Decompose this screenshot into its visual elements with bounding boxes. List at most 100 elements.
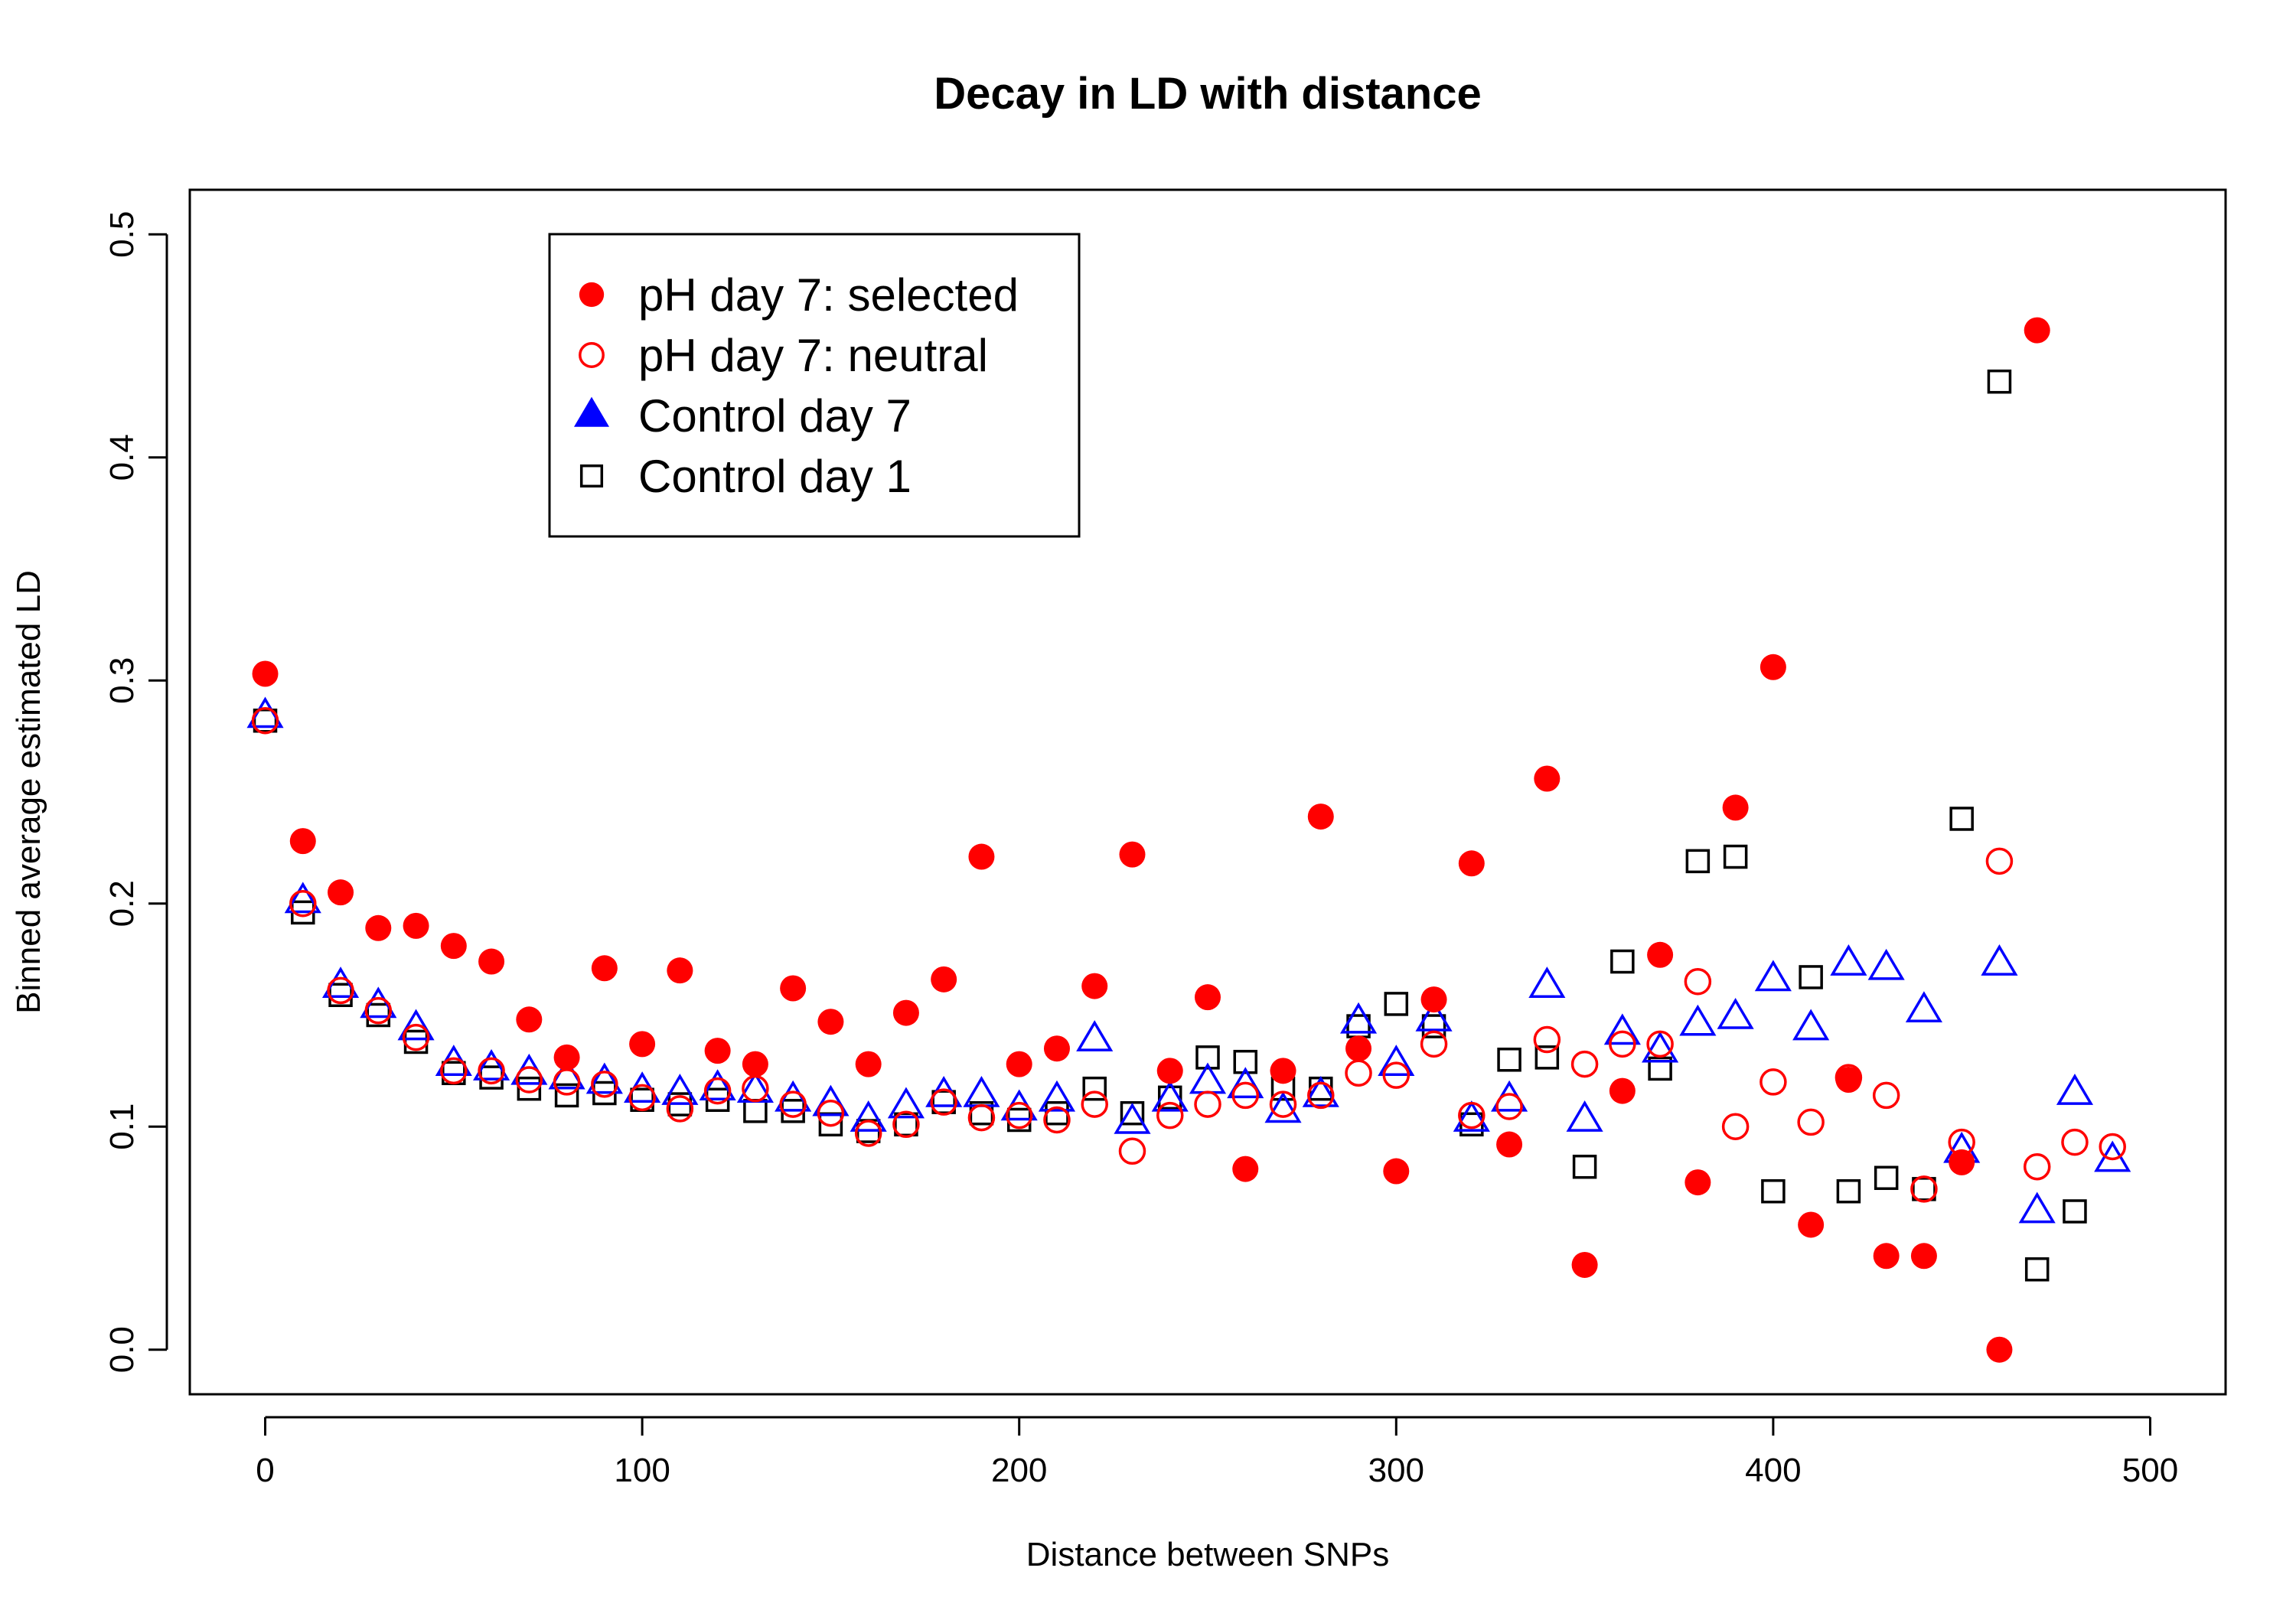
- data-point: [1081, 973, 1108, 999]
- data-point: [365, 914, 392, 941]
- data-point: [1799, 965, 1823, 989]
- data-point: [1761, 1179, 1786, 1204]
- data-point: [585, 1062, 623, 1094]
- data-point: [892, 999, 919, 1026]
- data-point: [1835, 1067, 1862, 1094]
- data-point: [1685, 849, 1711, 874]
- legend-marker: [579, 282, 605, 308]
- data-point: [1420, 986, 1447, 1013]
- data-point: [930, 1088, 957, 1116]
- data-points: [246, 317, 2131, 1363]
- legend-label: pH day 7: neutral: [638, 330, 988, 381]
- data-point: [251, 706, 279, 735]
- y-tick-label: 0.3: [103, 657, 141, 704]
- data-point: [968, 843, 995, 870]
- data-point: [699, 1069, 736, 1101]
- data-point: [1760, 1068, 1787, 1096]
- data-point: [1497, 1048, 1521, 1072]
- data-point: [1006, 1051, 1032, 1077]
- data-point: [1194, 1090, 1221, 1118]
- data-point: [1195, 984, 1221, 1011]
- data-point: [1415, 999, 1453, 1032]
- legend-label: Control day 1: [638, 451, 912, 502]
- data-point: [703, 1077, 732, 1105]
- data-point: [1949, 1149, 1975, 1175]
- data-point: [1905, 991, 1942, 1023]
- data-point: [440, 1057, 468, 1085]
- data-point: [931, 1090, 956, 1114]
- data-point: [1684, 1169, 1711, 1196]
- data-point: [817, 1009, 844, 1035]
- data-point: [1949, 807, 1974, 831]
- x-tick-label: 100: [614, 1452, 670, 1489]
- data-point: [667, 957, 693, 984]
- data-point: [1874, 1165, 1899, 1191]
- data-point: [1118, 1137, 1146, 1165]
- data-point: [704, 1038, 731, 1064]
- data-point: [1120, 1100, 1145, 1126]
- data-point: [1151, 1080, 1189, 1112]
- data-point: [931, 966, 957, 993]
- data-point: [1307, 804, 1334, 830]
- data-point: [1684, 968, 1712, 996]
- data-point: [1232, 1156, 1259, 1182]
- data-point: [403, 912, 429, 939]
- data-point: [1270, 1058, 1296, 1084]
- data-point: [1646, 1030, 1674, 1058]
- data-point: [1378, 1045, 1415, 1076]
- data-point: [1754, 960, 1792, 992]
- data-point: [817, 1099, 845, 1127]
- data-point: [364, 996, 393, 1025]
- data-point: [1609, 1030, 1636, 1058]
- data-point: [1302, 1075, 1339, 1107]
- data-point: [1910, 1243, 1937, 1270]
- data-point: [1528, 966, 1566, 998]
- legend-label: Control day 7: [638, 390, 912, 442]
- data-point: [1647, 941, 1674, 968]
- data-point: [478, 1057, 505, 1085]
- data-point: [1985, 847, 2014, 875]
- data-point: [1679, 1004, 1717, 1036]
- data-point: [2024, 1257, 2050, 1282]
- data-point: [1195, 1045, 1220, 1070]
- data-point: [1571, 1251, 1598, 1278]
- data-point: [284, 882, 321, 914]
- data-point: [1339, 1002, 1378, 1034]
- series-0: [252, 317, 2050, 1363]
- data-point: [1156, 1101, 1184, 1129]
- data-point: [517, 1076, 542, 1101]
- data-point: [854, 1120, 882, 1147]
- data-point: [1384, 992, 1409, 1016]
- data-point: [515, 1066, 543, 1094]
- data-point: [1603, 1013, 1641, 1045]
- plot-frame: [188, 188, 2227, 1396]
- data-point: [2061, 1128, 2089, 1156]
- data-point: [1043, 1106, 1071, 1134]
- data-point: [478, 948, 505, 975]
- data-point: [1114, 1102, 1151, 1134]
- data-point: [1227, 1067, 1264, 1099]
- data-point: [1722, 794, 1749, 821]
- data-point: [1792, 1009, 1830, 1041]
- data-point: [1910, 1175, 1938, 1203]
- data-point: [1156, 1058, 1183, 1084]
- data-point: [2063, 1199, 2087, 1224]
- data-point: [628, 1084, 656, 1112]
- data-point: [894, 1112, 918, 1137]
- data-point: [1345, 1035, 1372, 1062]
- x-tick-label: 400: [1745, 1452, 1801, 1489]
- data-point: [1076, 1020, 1114, 1051]
- data-point: [1043, 1035, 1070, 1062]
- data-point: [2099, 1133, 2126, 1161]
- data-point: [1534, 1045, 1560, 1070]
- data-point: [1269, 1090, 1297, 1118]
- data-point: [1458, 850, 1485, 877]
- data-point: [1836, 1179, 1861, 1204]
- data-point: [553, 1044, 580, 1071]
- data-point: [1873, 1243, 1900, 1270]
- data-point: [1157, 1085, 1182, 1110]
- data-point: [1572, 1154, 1597, 1179]
- data-point: [1458, 1101, 1486, 1129]
